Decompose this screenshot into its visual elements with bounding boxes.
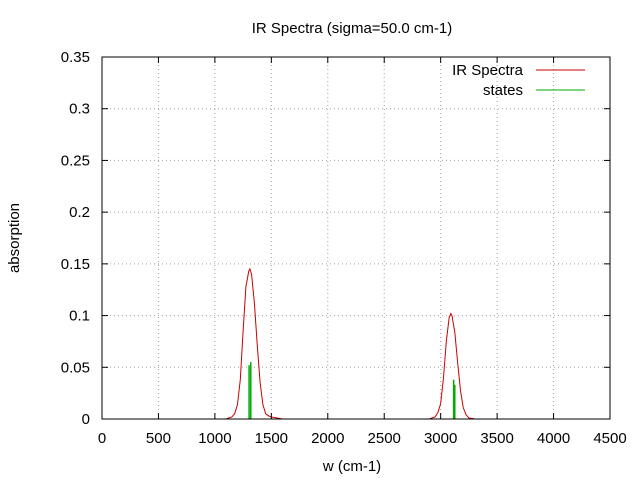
x-tick-label: 1000 [198, 430, 231, 447]
y-tick-label: 0.05 [61, 359, 90, 376]
x-tick-label: 4000 [537, 430, 570, 447]
plot-frame [101, 56, 611, 420]
x-axis-label: w (cm-1) [322, 458, 381, 475]
legend-layer: IR Spectra states [452, 62, 585, 99]
y-tick-label: 0 [82, 411, 90, 428]
ir-spectra-line [214, 267, 481, 420]
x-tick-label: 2000 [311, 430, 344, 447]
x-tick-label: 2500 [368, 430, 401, 447]
y-tick-label: 0.1 [69, 308, 90, 325]
grid-layer [102, 57, 610, 419]
x-tick-label: 1500 [255, 430, 288, 447]
series-layer [214, 267, 481, 420]
y-tick-label: 0.25 [61, 152, 90, 169]
x-tick-label: 3000 [424, 430, 457, 447]
chart-title: IR Spectra (sigma=50.0 cm-1) [252, 20, 453, 37]
y-tick-label: 0.15 [61, 256, 90, 273]
y-tick-label: 0.3 [69, 101, 90, 118]
x-tick-label: 4500 [593, 430, 626, 447]
legend-label: IR Spectra [452, 62, 524, 79]
y-tick-label: 0.2 [69, 204, 90, 221]
y-tick-label: 0.35 [61, 49, 90, 66]
ticks-layer: 0 500 1000 1500 2000 2500 3000 3500 4000 4500 0 0.0… [61, 49, 627, 447]
legend-label: states [483, 82, 523, 99]
x-tick-label: 3500 [480, 430, 513, 447]
x-tick-label: 0 [98, 430, 106, 447]
y-axis-label: absorption [6, 203, 23, 273]
x-tick-label: 500 [146, 430, 171, 447]
